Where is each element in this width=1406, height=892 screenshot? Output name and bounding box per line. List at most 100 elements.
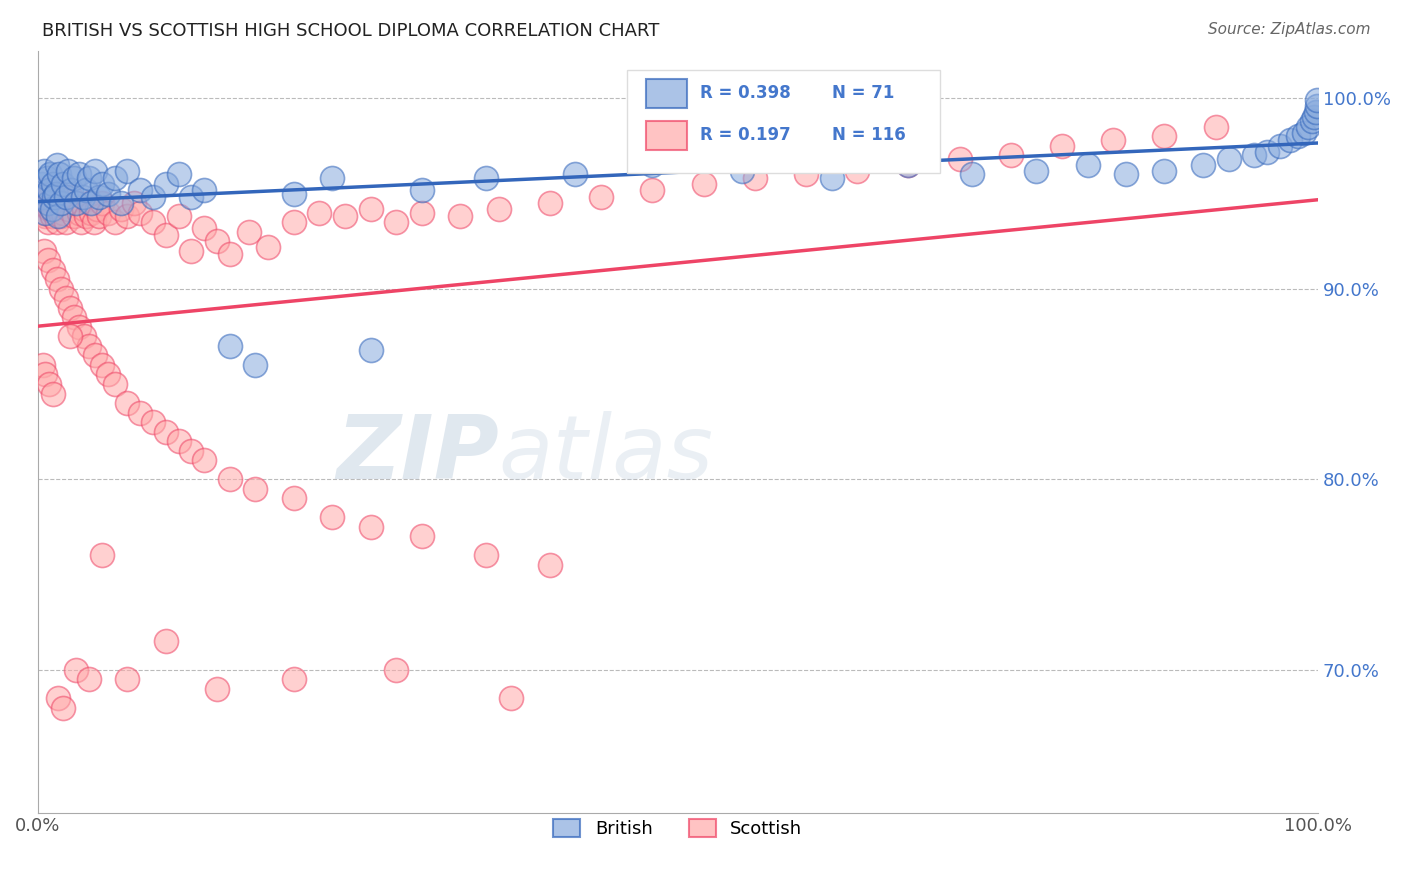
Point <box>90 177 112 191</box>
Point <box>41 202 63 216</box>
Point <box>31 205 53 219</box>
Point <box>321 510 343 524</box>
Point <box>167 434 190 449</box>
Point <box>385 215 408 229</box>
Point <box>411 183 433 197</box>
Text: Source: ZipAtlas.com: Source: ZipAtlas.com <box>1208 22 1371 37</box>
Point <box>45 190 67 204</box>
Point <box>44 205 66 219</box>
Point <box>1256 145 1278 159</box>
Point <box>962 168 984 182</box>
Point <box>77 672 100 686</box>
Point <box>142 190 165 204</box>
Point <box>73 202 96 216</box>
Point <box>46 210 69 224</box>
Point <box>794 168 817 182</box>
Point <box>205 234 228 248</box>
Point <box>475 171 498 186</box>
Point <box>58 163 80 178</box>
Point <box>155 177 177 191</box>
Point <box>35 171 58 186</box>
Point <box>744 171 766 186</box>
Point <box>180 244 202 258</box>
Point <box>1305 104 1327 119</box>
Point <box>641 158 664 172</box>
Point <box>42 386 65 401</box>
FancyBboxPatch shape <box>627 70 941 172</box>
Point <box>83 215 105 229</box>
Point <box>73 329 96 343</box>
Point <box>62 210 84 224</box>
Point <box>37 196 59 211</box>
Point <box>59 301 82 315</box>
Point <box>41 210 63 224</box>
Point <box>692 177 714 191</box>
Point <box>35 196 58 211</box>
Point <box>1306 99 1329 113</box>
Legend: British, Scottish: British, Scottish <box>546 812 810 846</box>
Point <box>1025 163 1047 178</box>
Point <box>129 406 152 420</box>
Point <box>45 215 67 229</box>
Point <box>55 215 77 229</box>
Point <box>67 168 90 182</box>
Point <box>46 202 69 216</box>
Point <box>117 672 139 686</box>
Point <box>110 196 132 211</box>
Point <box>90 549 112 563</box>
Point <box>45 186 67 201</box>
Point <box>90 358 112 372</box>
Point <box>180 443 202 458</box>
Point <box>1218 153 1240 167</box>
Point <box>1296 120 1319 134</box>
Point <box>360 520 382 534</box>
Point <box>48 186 70 201</box>
Point <box>641 183 664 197</box>
Point <box>80 205 103 219</box>
Point <box>1306 93 1329 107</box>
Point <box>142 215 165 229</box>
Point <box>117 396 139 410</box>
Bar <box>645 78 688 108</box>
Point <box>110 202 132 216</box>
Point <box>155 228 177 243</box>
Point <box>44 190 66 204</box>
Point <box>1301 114 1323 128</box>
Point <box>49 196 72 211</box>
Point <box>59 329 82 343</box>
Point <box>77 171 100 186</box>
Point <box>1077 158 1099 172</box>
Point <box>360 202 382 216</box>
Point <box>31 358 53 372</box>
Point <box>103 377 125 392</box>
Text: atlas: atlas <box>499 411 713 498</box>
Point <box>84 348 107 362</box>
Point <box>72 190 94 204</box>
Point <box>117 210 139 224</box>
Point <box>193 183 215 197</box>
Point <box>218 339 240 353</box>
Point <box>32 244 55 258</box>
Point <box>257 240 280 254</box>
Text: R = 0.197: R = 0.197 <box>700 127 790 145</box>
Point <box>1268 139 1291 153</box>
Point <box>38 202 60 216</box>
Point <box>488 202 510 216</box>
Point <box>77 339 100 353</box>
Point <box>501 691 523 706</box>
Point <box>37 253 59 268</box>
Point <box>283 491 305 506</box>
Point <box>193 453 215 467</box>
Point <box>360 343 382 357</box>
Point <box>65 196 87 211</box>
Point <box>820 171 842 186</box>
Point <box>59 190 82 204</box>
Point <box>1102 133 1125 147</box>
Point <box>34 205 56 219</box>
Point <box>846 163 869 178</box>
Point <box>1303 111 1326 125</box>
Point <box>411 205 433 219</box>
Point <box>32 190 55 204</box>
Point <box>97 186 120 201</box>
Point <box>89 210 111 224</box>
